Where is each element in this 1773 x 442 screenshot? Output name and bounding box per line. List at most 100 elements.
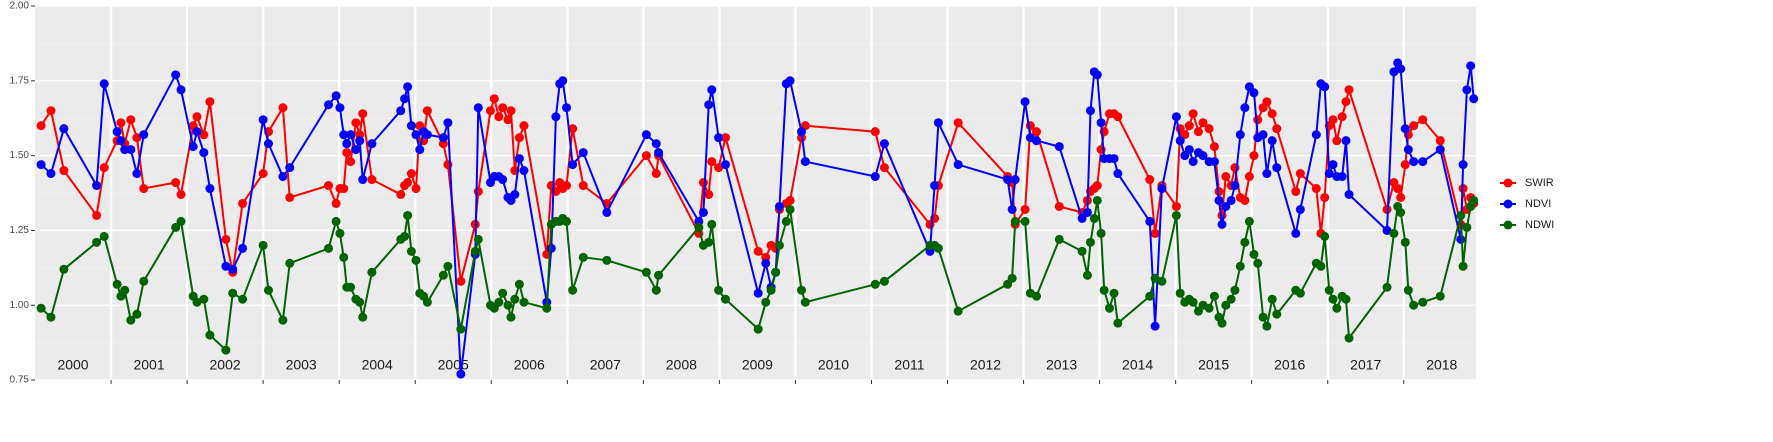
point <box>720 133 730 143</box>
point <box>258 240 268 250</box>
point <box>1240 103 1250 113</box>
point <box>411 184 421 194</box>
point <box>1085 237 1095 247</box>
point <box>1458 261 1468 271</box>
point <box>1221 300 1231 310</box>
point <box>568 124 578 134</box>
point <box>221 234 231 244</box>
point <box>1150 273 1160 283</box>
point <box>139 130 149 140</box>
point <box>519 297 529 307</box>
point <box>1020 204 1030 214</box>
point <box>1311 130 1321 140</box>
point <box>1175 288 1185 298</box>
point <box>498 288 508 298</box>
point <box>438 270 448 280</box>
point <box>1382 282 1392 292</box>
point <box>443 261 453 271</box>
point <box>1249 249 1259 259</box>
point <box>797 127 807 137</box>
point <box>132 309 142 319</box>
point <box>456 369 466 379</box>
point <box>551 112 561 122</box>
point <box>774 240 784 250</box>
point <box>92 210 102 220</box>
point <box>562 103 572 113</box>
point <box>473 187 483 197</box>
point <box>753 288 763 298</box>
point <box>1113 169 1123 179</box>
point <box>221 261 231 271</box>
point <box>761 297 771 307</box>
point <box>1396 64 1406 74</box>
point <box>1344 85 1354 95</box>
point <box>171 178 181 188</box>
point <box>1341 136 1351 146</box>
point <box>602 207 612 217</box>
point <box>1320 192 1330 202</box>
point <box>176 85 186 95</box>
point <box>285 163 295 173</box>
point <box>473 234 483 244</box>
point <box>112 279 122 289</box>
point <box>1382 225 1392 235</box>
point <box>1214 195 1224 205</box>
point <box>1332 136 1342 146</box>
point <box>1244 216 1254 226</box>
point <box>278 103 288 113</box>
point <box>506 106 516 116</box>
point <box>99 163 109 173</box>
point <box>1324 169 1334 179</box>
point <box>1077 246 1087 256</box>
point <box>1099 285 1109 295</box>
point <box>278 315 288 325</box>
point <box>443 118 453 128</box>
year-label: 2016 <box>1274 357 1305 373</box>
point <box>870 172 880 182</box>
point <box>1150 228 1160 238</box>
year-label: 2012 <box>970 357 1001 373</box>
point <box>800 297 810 307</box>
point <box>510 189 520 199</box>
point <box>519 166 529 176</box>
point <box>1462 222 1472 232</box>
year-label: 2003 <box>286 357 317 373</box>
point <box>59 264 69 274</box>
point <box>1175 136 1185 146</box>
year-label: 2007 <box>590 357 621 373</box>
point <box>367 267 377 277</box>
point <box>1258 130 1268 140</box>
year-label: 2006 <box>514 357 545 373</box>
point <box>1389 67 1399 77</box>
point <box>205 184 215 194</box>
point <box>367 175 377 185</box>
point <box>1341 97 1351 107</box>
point <box>879 139 889 149</box>
legend-label: NDWI <box>1525 219 1554 231</box>
point <box>238 243 248 253</box>
point <box>1204 124 1214 134</box>
point <box>1267 109 1277 119</box>
point <box>1240 195 1250 205</box>
point <box>1409 300 1419 310</box>
point <box>1403 285 1413 295</box>
point <box>1007 273 1017 283</box>
point <box>797 285 807 295</box>
point <box>358 109 368 119</box>
point <box>324 100 334 110</box>
point <box>331 91 341 101</box>
point <box>1272 309 1282 319</box>
point <box>1469 195 1479 205</box>
point <box>473 103 483 113</box>
point <box>126 115 136 125</box>
point <box>263 139 273 149</box>
point <box>1031 127 1041 137</box>
point <box>1344 333 1354 343</box>
point <box>1104 303 1114 313</box>
point <box>470 246 480 256</box>
point <box>1328 115 1338 125</box>
point <box>704 189 714 199</box>
y-tick-label: 1.75 <box>10 75 30 86</box>
point <box>238 198 248 208</box>
point <box>221 345 231 355</box>
